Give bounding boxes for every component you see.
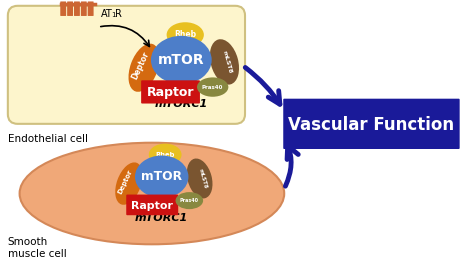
Text: Vascular Function: Vascular Function xyxy=(288,116,455,134)
Text: mTORC1: mTORC1 xyxy=(155,99,208,109)
FancyBboxPatch shape xyxy=(67,2,73,16)
Text: mTORC1: mTORC1 xyxy=(135,213,188,223)
FancyBboxPatch shape xyxy=(74,2,80,16)
Ellipse shape xyxy=(128,44,160,92)
Ellipse shape xyxy=(197,77,228,97)
Ellipse shape xyxy=(19,143,284,244)
Text: mLST8: mLST8 xyxy=(197,168,207,189)
Ellipse shape xyxy=(167,22,204,47)
FancyBboxPatch shape xyxy=(81,2,87,16)
Ellipse shape xyxy=(151,36,212,84)
Text: Pras40: Pras40 xyxy=(180,198,199,203)
FancyBboxPatch shape xyxy=(126,195,178,215)
Text: Raptor: Raptor xyxy=(131,201,173,211)
Ellipse shape xyxy=(135,155,189,198)
Ellipse shape xyxy=(187,159,212,199)
Text: mTOR: mTOR xyxy=(141,170,182,183)
FancyBboxPatch shape xyxy=(141,80,200,104)
Ellipse shape xyxy=(149,144,182,166)
Text: AT: AT xyxy=(101,8,113,19)
Text: Rheb: Rheb xyxy=(155,152,175,158)
Ellipse shape xyxy=(210,39,239,85)
Text: Deptor: Deptor xyxy=(117,169,134,195)
Text: mTOR: mTOR xyxy=(158,53,205,67)
Ellipse shape xyxy=(175,192,203,209)
Text: Rheb: Rheb xyxy=(174,30,196,39)
Text: 1: 1 xyxy=(111,12,115,18)
Text: Pras40: Pras40 xyxy=(202,85,223,90)
Text: Smooth
muscle cell: Smooth muscle cell xyxy=(8,237,66,259)
Ellipse shape xyxy=(115,162,143,205)
FancyBboxPatch shape xyxy=(88,2,93,16)
Text: Endothelial cell: Endothelial cell xyxy=(8,134,88,144)
Text: Deptor: Deptor xyxy=(130,50,151,81)
FancyBboxPatch shape xyxy=(60,2,66,16)
FancyBboxPatch shape xyxy=(283,99,460,149)
Text: Raptor: Raptor xyxy=(147,86,194,99)
FancyBboxPatch shape xyxy=(8,6,245,124)
Text: mLST8: mLST8 xyxy=(222,50,233,74)
Text: R: R xyxy=(115,8,121,19)
